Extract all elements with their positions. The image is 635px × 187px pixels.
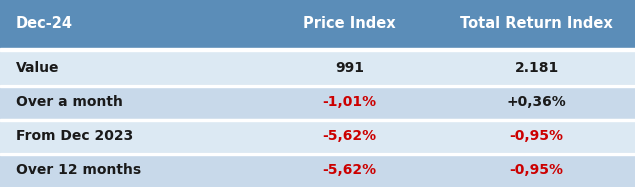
Text: 991: 991 <box>335 61 364 75</box>
Text: -5,62%: -5,62% <box>322 163 377 177</box>
Text: Price Index: Price Index <box>303 16 396 31</box>
Bar <box>0 153 635 155</box>
Text: From Dec 2023: From Dec 2023 <box>16 129 133 143</box>
Bar <box>0 85 635 87</box>
Bar <box>0 153 635 187</box>
Text: -5,62%: -5,62% <box>322 129 377 143</box>
Text: Over 12 months: Over 12 months <box>16 163 141 177</box>
Text: -0,95%: -0,95% <box>509 163 564 177</box>
Bar <box>0 119 635 153</box>
Text: Dec-24: Dec-24 <box>16 16 73 31</box>
Text: +0,36%: +0,36% <box>507 95 566 109</box>
Text: Total Return Index: Total Return Index <box>460 16 613 31</box>
Text: -1,01%: -1,01% <box>322 95 377 109</box>
Bar <box>0 48 635 51</box>
Text: 2.181: 2.181 <box>514 61 559 75</box>
Bar <box>0 85 635 119</box>
Text: Over a month: Over a month <box>16 95 123 109</box>
Text: -0,95%: -0,95% <box>509 129 564 143</box>
Bar <box>0 51 635 85</box>
Text: Value: Value <box>16 61 60 75</box>
Bar <box>0 119 635 121</box>
Bar <box>0 0 635 48</box>
